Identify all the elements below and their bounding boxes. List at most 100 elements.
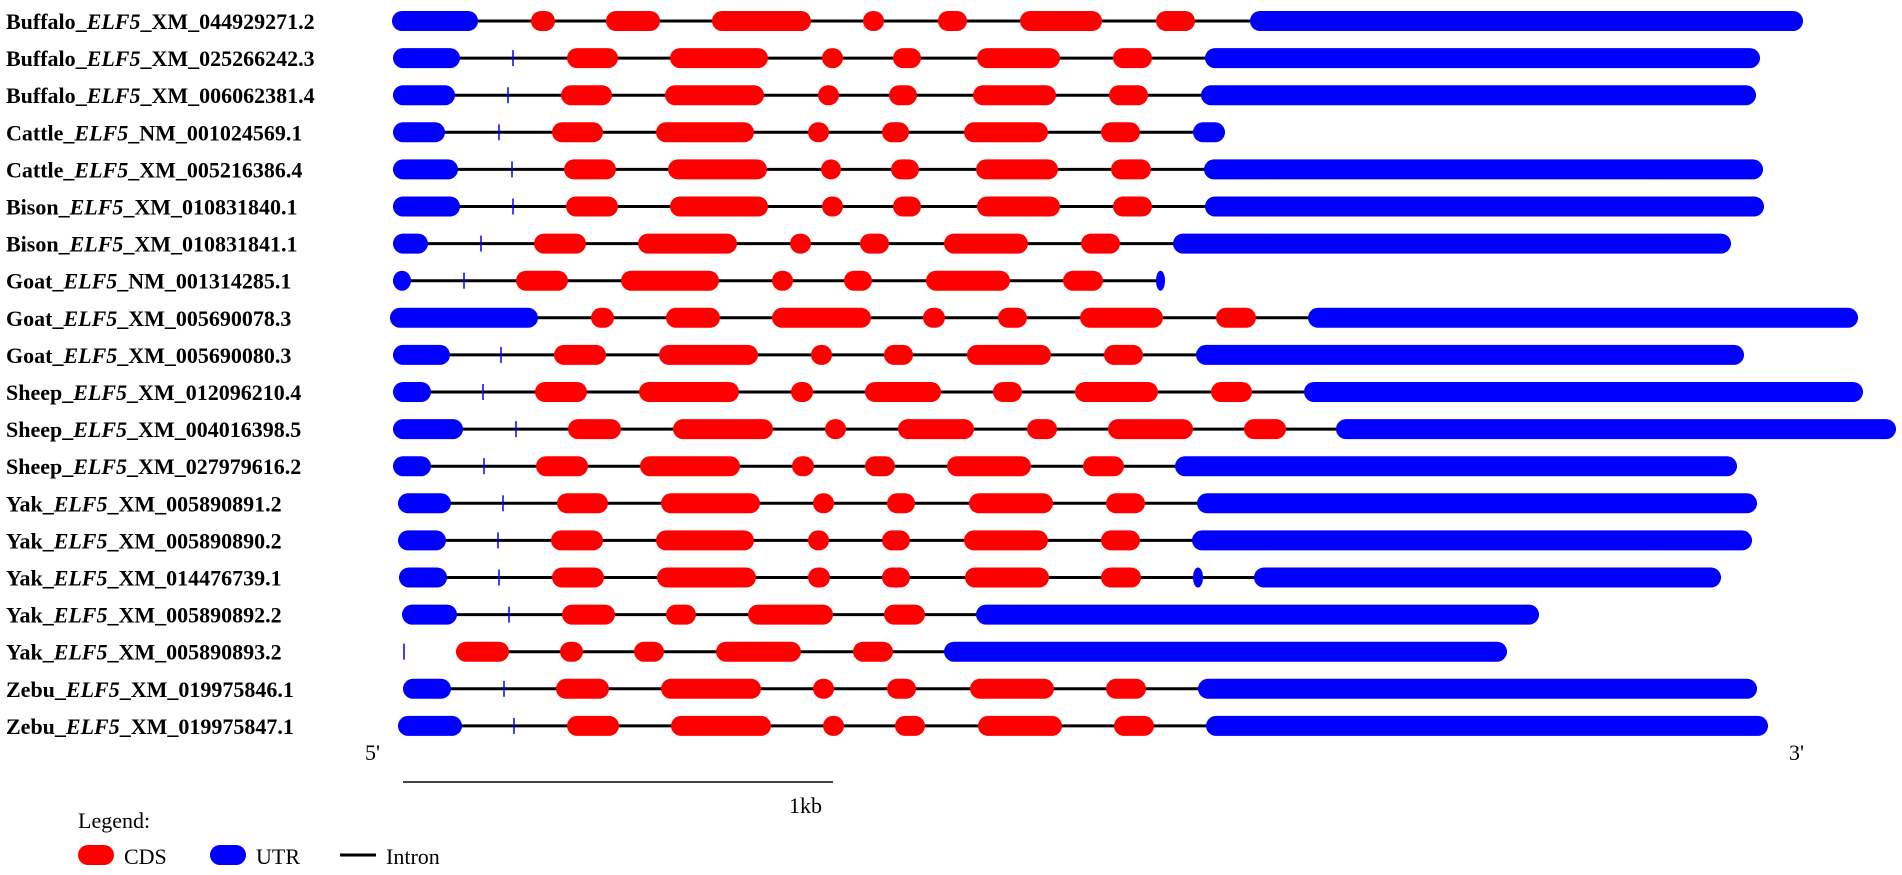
track-accession: _XM_044929271.2 bbox=[139, 9, 314, 34]
utr-segment bbox=[393, 419, 463, 440]
track-label: Buffalo_ELF5_XM_025266242.3 bbox=[6, 46, 315, 71]
cds-segment bbox=[659, 344, 758, 365]
track-list: Buffalo_ELF5_XM_044929271.2 Buffalo_ELF5_… bbox=[6, 9, 1896, 739]
track-gene: ELF5 bbox=[72, 417, 127, 442]
cds-segment bbox=[1106, 678, 1146, 699]
utr-segment bbox=[393, 85, 455, 106]
utr-segment bbox=[1196, 344, 1744, 365]
utr-segment bbox=[393, 344, 450, 365]
track-species: Cattle bbox=[6, 120, 64, 145]
cds-segment bbox=[823, 715, 844, 736]
legend: Legend: CDS UTR Intron bbox=[78, 808, 440, 869]
track-species: Goat bbox=[6, 343, 53, 368]
cds-segment bbox=[716, 641, 801, 662]
utr-segment bbox=[398, 493, 451, 514]
track-label: Bison_ELF5_XM_010831840.1 bbox=[6, 195, 298, 220]
cds-segment bbox=[562, 604, 615, 625]
track-species: Buffalo bbox=[6, 83, 76, 108]
utr-segment bbox=[976, 604, 1539, 625]
scale-bar: 1kb bbox=[403, 781, 833, 818]
cds-segment bbox=[566, 196, 618, 217]
track-label: Zebu_ELF5_XM_019975846.1 bbox=[6, 677, 294, 702]
cds-segment bbox=[964, 122, 1048, 143]
cds-segment bbox=[712, 11, 811, 31]
track-species: Zebu bbox=[6, 714, 55, 739]
cds-segment bbox=[964, 530, 1048, 551]
cds-segment bbox=[853, 641, 893, 662]
cds-segment bbox=[811, 344, 832, 365]
cds-segment bbox=[661, 678, 761, 699]
cds-segment bbox=[634, 641, 664, 662]
cds-segment bbox=[808, 530, 829, 551]
cds-segment bbox=[965, 567, 1049, 588]
track-accession: _XM_005890893.2 bbox=[106, 640, 281, 665]
gene-track: Zebu_ELF5_XM_019975847.1 bbox=[6, 714, 1768, 739]
track-accession: _XM_005690080.3 bbox=[116, 343, 291, 368]
cds-segment bbox=[884, 604, 925, 625]
track-gene: ELF5 bbox=[65, 714, 120, 739]
track-label: Sheep_ELF5_XM_012096210.4 bbox=[6, 380, 301, 405]
legend-utr-label: UTR bbox=[256, 844, 300, 869]
cds-segment bbox=[808, 567, 830, 588]
cds-segment bbox=[1104, 344, 1143, 365]
track-label: Yak_ELF5_XM_005890893.2 bbox=[6, 640, 282, 665]
cds-segment bbox=[1106, 493, 1145, 514]
cds-segment bbox=[567, 48, 618, 69]
cds-segment bbox=[556, 678, 609, 699]
cds-segment bbox=[895, 715, 925, 736]
gene-track: Cattle_ELF5_XM_005216386.4 bbox=[6, 157, 1763, 182]
track-species: Goat bbox=[6, 269, 53, 294]
gene-track: Bison_ELF5_XM_010831841.1 bbox=[6, 232, 1731, 257]
utr-segment bbox=[1156, 270, 1165, 291]
cds-segment bbox=[887, 493, 915, 514]
utr-segment bbox=[403, 678, 451, 699]
track-accession: _XM_005690078.3 bbox=[116, 306, 291, 331]
cds-segment bbox=[882, 530, 910, 551]
cds-segment bbox=[1244, 419, 1286, 440]
cds-segment bbox=[552, 567, 604, 588]
legend-intron-label: Intron bbox=[386, 844, 440, 869]
cds-segment bbox=[656, 530, 754, 551]
utr-segment bbox=[402, 604, 457, 625]
cds-segment bbox=[665, 85, 764, 106]
track-label: Buffalo_ELF5_XM_044929271.2 bbox=[6, 9, 315, 34]
cds-segment bbox=[977, 48, 1060, 69]
cds-segment bbox=[791, 382, 813, 402]
track-species: Yak bbox=[6, 566, 43, 591]
cds-segment bbox=[1108, 419, 1193, 440]
track-accession: _XM_005890891.2 bbox=[106, 491, 281, 516]
cds-segment bbox=[657, 567, 756, 588]
cds-segment bbox=[889, 85, 917, 106]
track-label: Zebu_ELF5_XM_019975847.1 bbox=[6, 714, 294, 739]
track-gene: ELF5 bbox=[73, 157, 128, 182]
utr-segment bbox=[392, 11, 478, 31]
utr-segment bbox=[1173, 233, 1731, 254]
track-gene: ELF5 bbox=[69, 195, 124, 220]
track-accession: _XM_004016398.5 bbox=[126, 417, 301, 442]
utr-segment bbox=[390, 307, 538, 328]
track-label: Buffalo_ELF5_XM_006062381.4 bbox=[6, 83, 315, 108]
cds-segment bbox=[821, 159, 841, 180]
track-species: Bison bbox=[6, 232, 59, 257]
cds-segment bbox=[893, 196, 921, 217]
utr-segment bbox=[393, 270, 411, 291]
utr-segment bbox=[393, 382, 431, 402]
track-label: Goat_ELF5_XM_005690080.3 bbox=[6, 343, 291, 368]
track-accession: _XM_014476739.1 bbox=[106, 566, 281, 591]
cds-segment bbox=[1101, 567, 1141, 588]
track-gene: ELF5 bbox=[86, 46, 141, 71]
track-label: Goat_ELF5_NM_001314285.1 bbox=[6, 269, 291, 294]
gene-track: Cattle_ELF5_NM_001024569.1 bbox=[6, 120, 1225, 145]
cds-segment bbox=[1075, 382, 1158, 402]
track-species: Cattle bbox=[6, 157, 64, 182]
utr-segment bbox=[393, 196, 460, 217]
cds-segment bbox=[1063, 270, 1103, 291]
track-species: Bison bbox=[6, 195, 59, 220]
legend-utr-swatch bbox=[210, 845, 246, 865]
cds-segment bbox=[1083, 456, 1124, 477]
track-accession: _NM_001024569.1 bbox=[127, 120, 302, 145]
cds-segment bbox=[1109, 85, 1148, 106]
cds-segment bbox=[1113, 196, 1152, 217]
track-species: Buffalo bbox=[6, 9, 76, 34]
